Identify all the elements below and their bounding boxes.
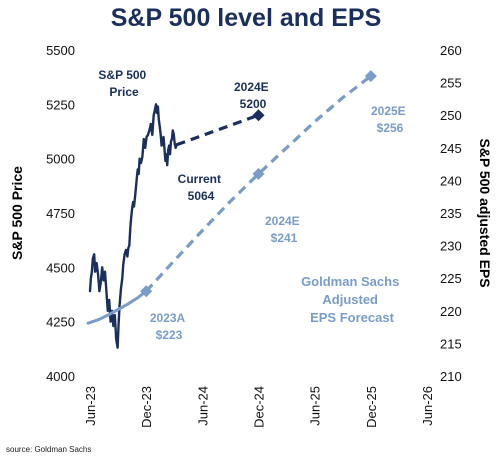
data-marker-3 <box>364 70 377 83</box>
y2-tick-label: 235 <box>440 206 462 221</box>
marker-layer <box>140 70 377 298</box>
annotation-2025e-eps-line2: $256 <box>377 121 404 135</box>
annotation-2024e-eps-line2: $241 <box>271 231 298 245</box>
y2-tick-label: 230 <box>440 239 462 254</box>
y-tick-label: 5000 <box>46 152 75 167</box>
annotation-price-label: S&P 500 Price <box>98 68 149 99</box>
annotation-2024e-eps: 2024E $241 <box>265 214 303 245</box>
annotation-current-line1: Current <box>178 172 221 186</box>
right-axis: 210 215 220 225 230 235 240 245 250 255 260 <box>440 43 462 384</box>
chart-title: S&P 500 level and EPS <box>111 4 382 32</box>
data-marker-2 <box>252 167 265 180</box>
series-layer <box>86 74 372 349</box>
x-tick-label: Jun-23 <box>83 386 98 426</box>
x-tick-label: Dec-24 <box>252 386 267 428</box>
annotation-gs-forecast: Goldman Sachs Adjusted EPS Forecast <box>301 274 403 325</box>
series-line-0 <box>88 103 178 349</box>
source-note: source: Goldman Sachs <box>6 445 91 454</box>
y2-tick-label: 225 <box>440 271 462 286</box>
y2-tick-label: 250 <box>440 108 462 123</box>
annotations: S&P 500 Price Current 5064 2024E 5200 20… <box>98 68 409 342</box>
left-axis: 4000 4250 4500 4750 5000 5250 5500 <box>46 43 75 384</box>
x-tick-label: Dec-25 <box>364 386 379 428</box>
annotation-2025e-eps: 2025E $256 <box>371 104 409 135</box>
annotation-2025e-eps-line1: 2025E <box>371 104 406 118</box>
y-tick-label: 4000 <box>46 369 75 384</box>
y-axis-label: S&P 500 Price <box>9 166 25 260</box>
data-marker-1 <box>140 285 153 298</box>
x-tick-label: Dec-23 <box>139 386 154 428</box>
annotation-gs-forecast-line2: Adjusted <box>322 292 378 307</box>
y2-tick-label: 240 <box>440 173 462 188</box>
x-tick-label: Jun-25 <box>308 386 323 426</box>
annotation-2023a-eps: 2023A $223 <box>150 311 188 342</box>
series-line-1 <box>176 113 260 147</box>
y2-tick-label: 255 <box>440 76 462 91</box>
y-tick-label: 5500 <box>46 43 75 58</box>
y2-tick-label: 260 <box>440 43 462 58</box>
annotation-gs-forecast-line1: Goldman Sachs <box>301 274 399 289</box>
annotation-2024e-price-line1: 2024E <box>234 80 269 94</box>
y2-tick-label: 210 <box>440 369 462 384</box>
y2-tick-label: 220 <box>440 304 462 319</box>
annotation-price-label-line1: S&P 500 <box>98 68 146 82</box>
x-tick-label: Jun-24 <box>195 386 210 426</box>
annotation-2023a-eps-line1: 2023A <box>150 311 186 325</box>
y2-axis-label: S&P 500 adjusted EPS <box>477 138 493 287</box>
y-tick-label: 5250 <box>46 97 75 112</box>
y-tick-label: 4750 <box>46 206 75 221</box>
y-tick-label: 4250 <box>46 315 75 330</box>
annotation-2024e-eps-line1: 2024E <box>265 214 300 228</box>
annotation-price-label-line2: Price <box>109 85 139 99</box>
annotation-2023a-eps-line2: $223 <box>156 328 183 342</box>
series-line-2 <box>86 289 148 325</box>
series-line-3 <box>145 74 372 293</box>
annotation-2024e-price-line2: 5200 <box>240 97 267 111</box>
y-tick-label: 4500 <box>46 260 75 275</box>
annotation-current-line2: 5064 <box>188 189 215 203</box>
y2-tick-label: 245 <box>440 141 462 156</box>
x-tick-label: Jun-26 <box>420 386 435 426</box>
y2-tick-label: 215 <box>440 336 462 351</box>
annotation-current: Current 5064 <box>178 172 225 203</box>
annotation-gs-forecast-line3: EPS Forecast <box>310 310 394 325</box>
data-marker-0 <box>252 109 265 122</box>
x-axis: Jun-23 Dec-23 Jun-24 Dec-24 Jun-25 Dec-25 Jun-… <box>83 386 435 428</box>
annotation-2024e-price: 2024E 5200 <box>234 80 272 111</box>
